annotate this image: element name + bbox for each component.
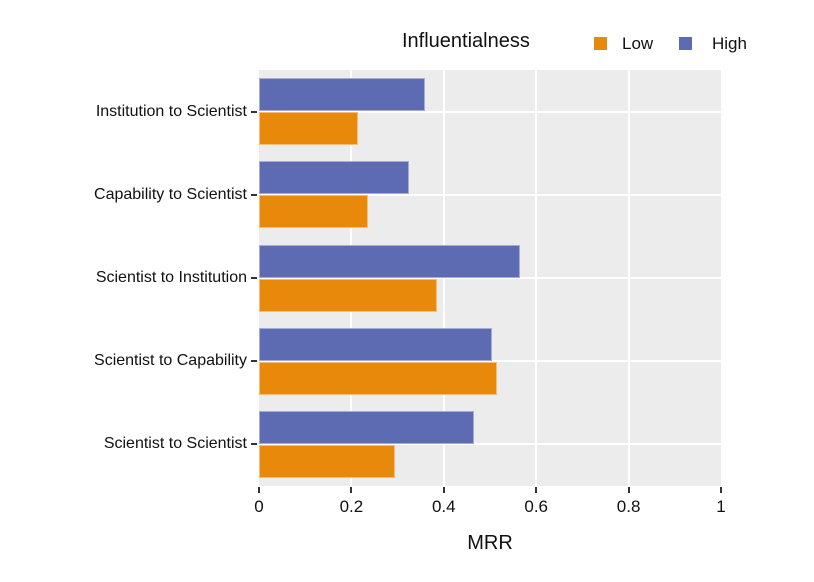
y-gridline [259, 193, 721, 196]
bar-low-scientist-to-capability [259, 361, 497, 395]
x-tick-mark [535, 487, 538, 493]
legend-swatch-high-icon [679, 37, 692, 50]
legend-title: Influentialness [402, 30, 530, 52]
bar-high-scientist-to-scientist [259, 410, 474, 444]
y-tick-label: Scientist to Scientist [103, 435, 247, 453]
bar-low-institution-to-scientist [259, 112, 359, 146]
y-tick-mark [251, 443, 257, 446]
y-gridline [259, 277, 721, 279]
x-tick-label: 0 [254, 497, 264, 516]
x-tick-mark [350, 487, 353, 493]
bar-high-scientist-to-capability [259, 327, 493, 361]
x-tick-label: 0.4 [431, 497, 456, 516]
chart-legend: Influentialness Low High [0, 28, 814, 56]
y-tick-mark [251, 360, 257, 363]
x-tick-label: 0.2 [339, 497, 364, 516]
x-tick-mark [627, 487, 630, 493]
x-tick-mark [442, 487, 445, 493]
x-tick-mark [720, 487, 722, 493]
y-tick-label: Capability to Scientist [94, 185, 247, 203]
y-tick-mark [251, 277, 257, 279]
bar-low-scientist-to-scientist [259, 444, 396, 478]
legend-label-high: High [712, 34, 747, 53]
y-tick-label: Scientist to Institution [95, 269, 247, 286]
y-tick-mark [251, 110, 257, 113]
y-tick-label: Scientist to Capability [94, 352, 247, 370]
y-gridline [259, 360, 721, 363]
x-axis-title: MRR [467, 532, 513, 554]
legend-swatch-low-icon [594, 37, 607, 50]
y-tick-mark [251, 193, 257, 196]
x-tick-mark [258, 487, 260, 493]
x-tick-label: 0.6 [524, 497, 548, 516]
bar-high-institution-to-scientist [259, 78, 426, 112]
bar-low-capability-to-scientist [259, 195, 368, 229]
bar-high-capability-to-scientist [259, 161, 410, 195]
y-gridline [259, 443, 721, 446]
bar-high-scientist-to-institution [259, 244, 521, 278]
x-tick-label: 0.8 [616, 497, 641, 516]
bar-low-scientist-to-institution [259, 278, 437, 312]
y-gridline [259, 110, 721, 113]
x-tick-label: 1 [716, 497, 726, 516]
y-tick-label: Institution to Scientist [95, 102, 247, 120]
legend-label-low: Low [622, 34, 654, 53]
